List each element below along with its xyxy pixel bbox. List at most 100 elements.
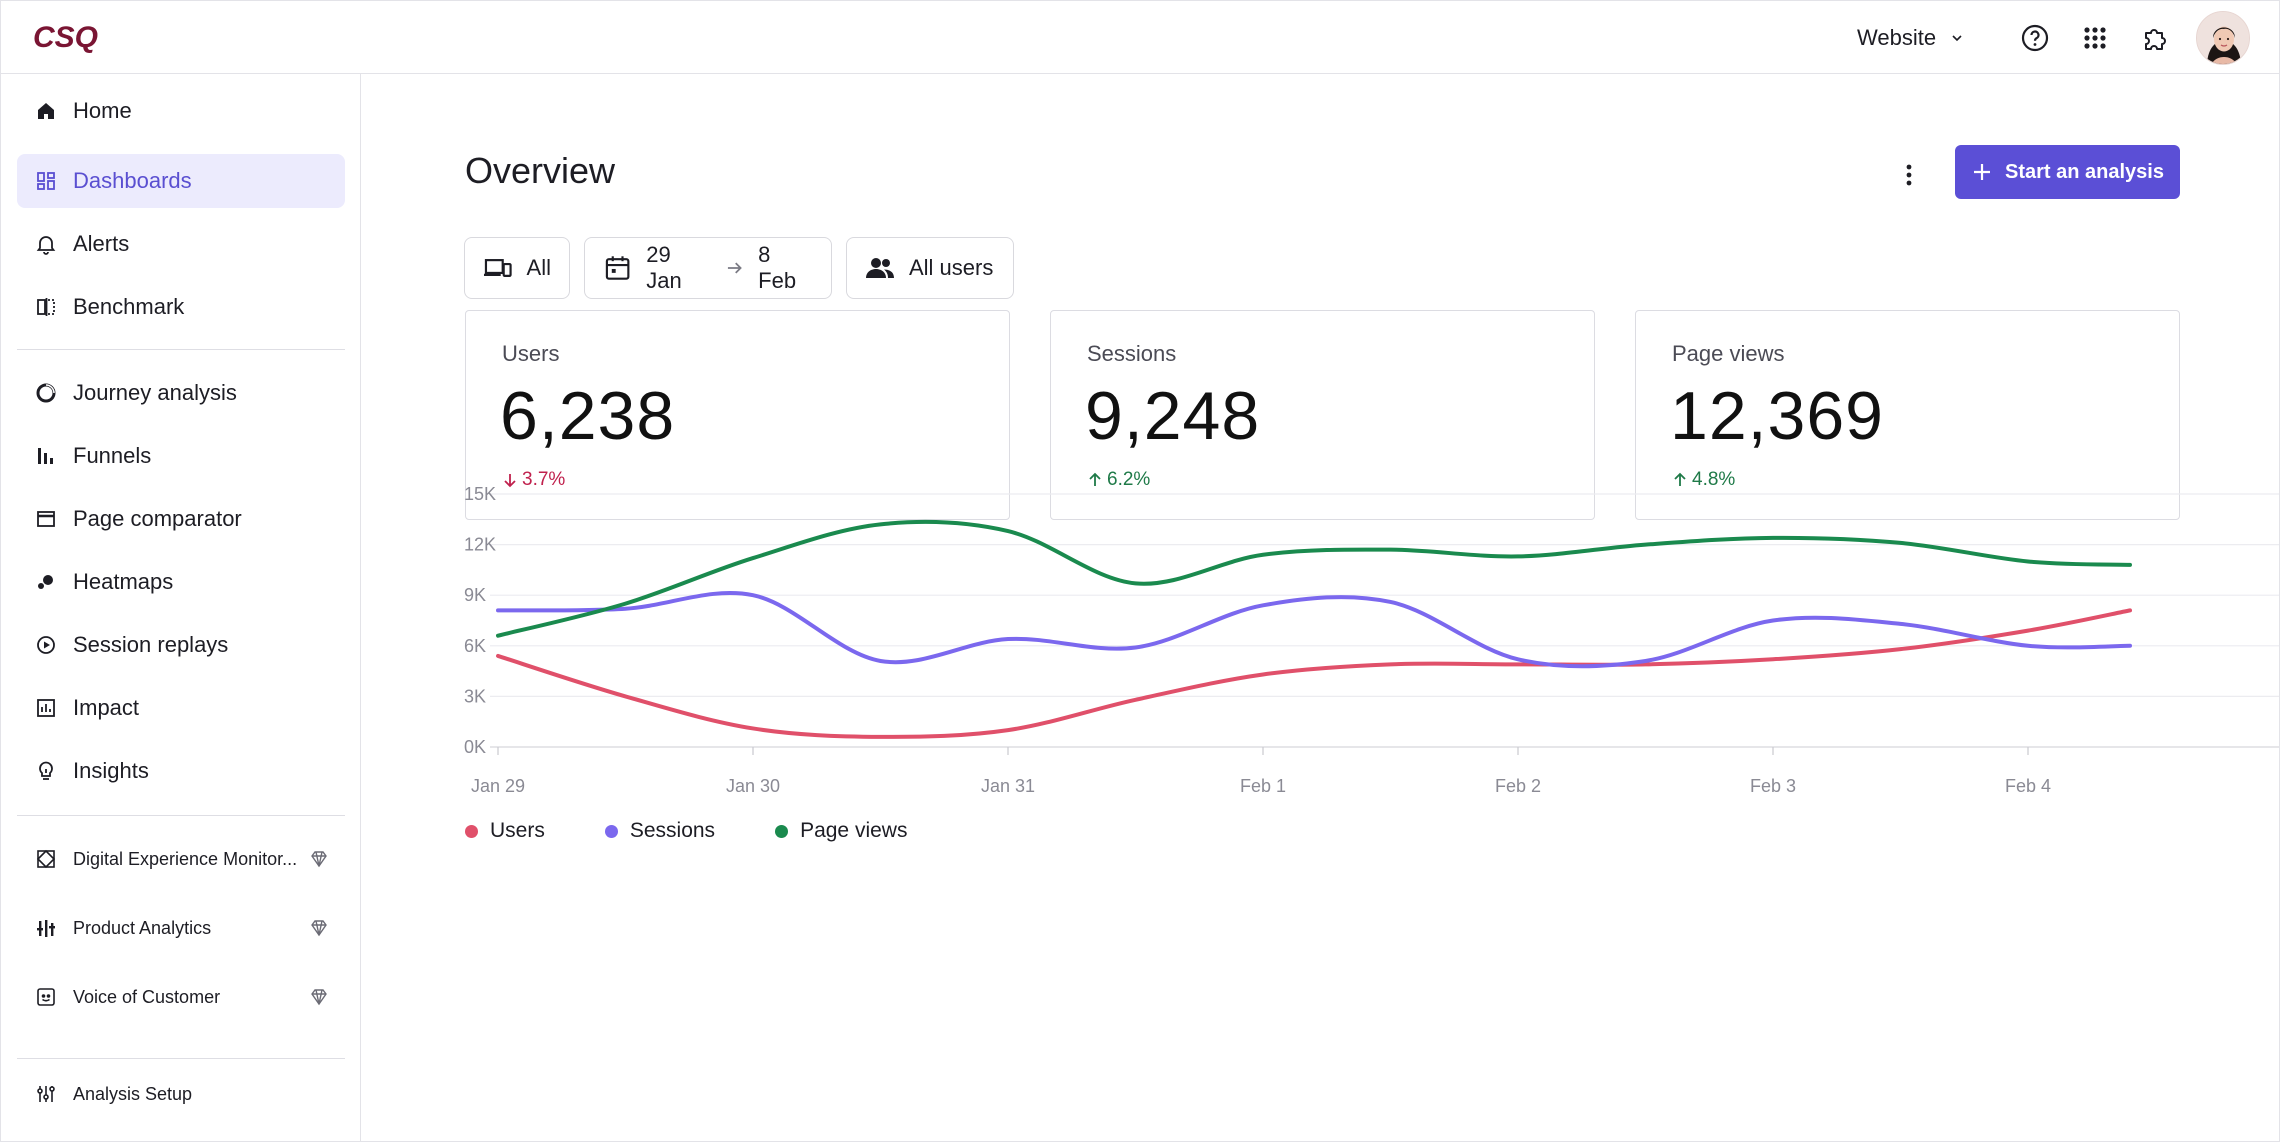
arrow-up-icon: [1674, 472, 1686, 486]
dem-icon: [35, 848, 57, 870]
series-line-users[interactable]: [496, 608, 2132, 739]
chart-legend: Users Sessions Page views: [465, 819, 907, 843]
sidebar-item-label: Dashboards: [73, 168, 192, 193]
sidebar-item-funnels[interactable]: Funnels: [17, 429, 345, 483]
sidebar-item-digital-experience-monitoring[interactable]: Digital Experience Monitor...: [17, 832, 345, 886]
arrow-down-icon: [504, 474, 516, 488]
premium-gem-icon: [311, 851, 327, 868]
heatmap-icon: [35, 571, 57, 593]
start-analysis-button[interactable]: Start an analysis: [1955, 145, 2180, 199]
voc-icon: [35, 986, 57, 1008]
svg-text:CSQ: CSQ: [33, 21, 98, 54]
x-tick-label: Jan 29: [471, 776, 525, 796]
user-avatar[interactable]: [2196, 11, 2250, 65]
sidebar-item-home[interactable]: Home: [17, 84, 345, 138]
kebab-menu-icon: [1906, 164, 1912, 186]
kpi-value: 12,369: [1670, 378, 1884, 454]
date-range-filter[interactable]: 29 Jan 8 Feb: [584, 237, 832, 299]
site-selector[interactable]: Website: [1857, 23, 1964, 53]
legend-label: Sessions: [629, 819, 716, 842]
sidebar-item-impact[interactable]: Impact: [17, 681, 345, 735]
line-chart[interactable]: 15K 12K 9K 6K 3K 0K Jan 29 Jan 30 Jan 31 Feb 1 Feb…: [462, 474, 2279, 804]
kpi-delta-value: 6.2%: [1107, 469, 1151, 490]
sidebar-item-label: Impact: [73, 695, 140, 720]
segment-filter[interactable]: All users: [846, 237, 1014, 299]
legend-item-users[interactable]: Users: [465, 819, 545, 843]
sidebar: Home Dashboards Alerts Benchmark Journey…: [1, 74, 361, 1142]
kpi-delta: 6.2%: [1087, 469, 1150, 491]
kpi-card-page-views[interactable]: Page views 12,369 4.8%: [1635, 310, 2180, 520]
sidebar-item-session-replays[interactable]: Session replays: [17, 618, 345, 672]
sidebar-divider: [17, 349, 345, 350]
kpi-label: Sessions: [1087, 341, 1177, 366]
sidebar-item-label: Insights: [73, 758, 149, 783]
segment-filter-label: All users: [909, 255, 994, 280]
sidebar-item-journey-analysis[interactable]: Journey analysis: [17, 366, 345, 420]
series-line-page-views[interactable]: [496, 519, 2132, 638]
devices-icon: [483, 259, 512, 277]
x-tick-label: Feb 1: [1240, 776, 1286, 796]
y-tick-label: 6K: [464, 636, 486, 656]
sidebar-item-product-analytics[interactable]: Product Analytics: [17, 901, 345, 955]
bell-icon: [35, 233, 57, 255]
series-line-sessions[interactable]: [496, 590, 2132, 669]
legend-dot: [465, 824, 478, 838]
sidebar-item-dashboards[interactable]: Dashboards: [17, 154, 345, 208]
sidebar-item-benchmark[interactable]: Benchmark: [17, 280, 345, 334]
main-content: Overview Start an analysis All 29 Jan 8 …: [362, 74, 2279, 1142]
benchmark-icon: [35, 296, 57, 318]
kpi-card-users[interactable]: Users 6,238 3.7%: [465, 310, 1010, 520]
legend-item-page-views[interactable]: Page views: [775, 819, 907, 843]
kpi-label: Page views: [1672, 341, 1785, 366]
product-analytics-icon: [35, 917, 57, 939]
dashboards-icon: [35, 170, 57, 192]
settings-sliders-icon: [35, 1083, 57, 1105]
sidebar-item-heatmaps[interactable]: Heatmaps: [17, 555, 345, 609]
sidebar-item-label: Voice of Customer: [73, 986, 221, 1007]
kpi-card-sessions[interactable]: Sessions 9,248 6.2%: [1050, 310, 1595, 520]
sidebar-item-label: Digital Experience Monitor...: [73, 848, 298, 869]
kpi-value: 6,238: [500, 378, 676, 454]
extensions-icon[interactable]: [2138, 21, 2172, 55]
x-tick-label: Feb 4: [2005, 776, 2051, 796]
sidebar-item-label: Benchmark: [73, 294, 185, 319]
sidebar-item-insights[interactable]: Insights: [17, 744, 345, 798]
sidebar-item-label: Analysis Setup: [73, 1083, 193, 1104]
sidebar-divider: [17, 815, 345, 816]
chevron-down-icon: [1952, 35, 1962, 42]
device-filter-label: All: [526, 255, 551, 280]
apps-grid-icon[interactable]: [2078, 21, 2112, 55]
kpi-value: 9,248: [1085, 378, 1261, 454]
csq-logo[interactable]: CSQ: [33, 19, 103, 55]
more-options-button[interactable]: [1894, 157, 1924, 193]
device-filter[interactable]: All: [464, 237, 570, 299]
x-tick-label: Feb 2: [1495, 776, 1541, 796]
date-to: 8 Feb: [758, 242, 797, 293]
sidebar-item-page-comparator[interactable]: Page comparator: [17, 492, 345, 546]
arrow-up-icon: [1089, 472, 1101, 486]
sidebar-item-label: Page comparator: [73, 506, 242, 531]
sidebar-item-label: Alerts: [73, 231, 130, 256]
sidebar-item-label: Journey analysis: [73, 380, 237, 405]
users-icon: [866, 258, 894, 278]
page-title: Overview: [465, 150, 616, 191]
sidebar-item-label: Session replays: [73, 632, 229, 657]
x-tick-label: Feb 3: [1750, 776, 1796, 796]
lightbulb-icon: [35, 760, 57, 782]
x-tick-label: Jan 30: [726, 776, 780, 796]
y-tick-label: 15K: [464, 484, 496, 504]
plus-icon: [1974, 164, 1991, 180]
y-tick-label: 0K: [464, 737, 486, 757]
sidebar-item-analysis-setup[interactable]: Analysis Setup: [17, 1067, 345, 1121]
site-selector-label: Website: [1857, 25, 1937, 50]
legend-label: Page views: [800, 819, 908, 842]
sidebar-item-voice-of-customer[interactable]: Voice of Customer: [17, 970, 345, 1024]
sidebar-item-label: Home: [73, 98, 132, 123]
kpi-delta: 4.8%: [1672, 469, 1735, 491]
sidebar-item-alerts[interactable]: Alerts: [17, 217, 345, 271]
y-tick-label: 12K: [464, 535, 496, 555]
help-icon[interactable]: [2018, 21, 2052, 55]
x-tick-label: Jan 31: [981, 776, 1035, 796]
play-icon: [35, 634, 57, 656]
legend-item-sessions[interactable]: Sessions: [604, 819, 716, 843]
